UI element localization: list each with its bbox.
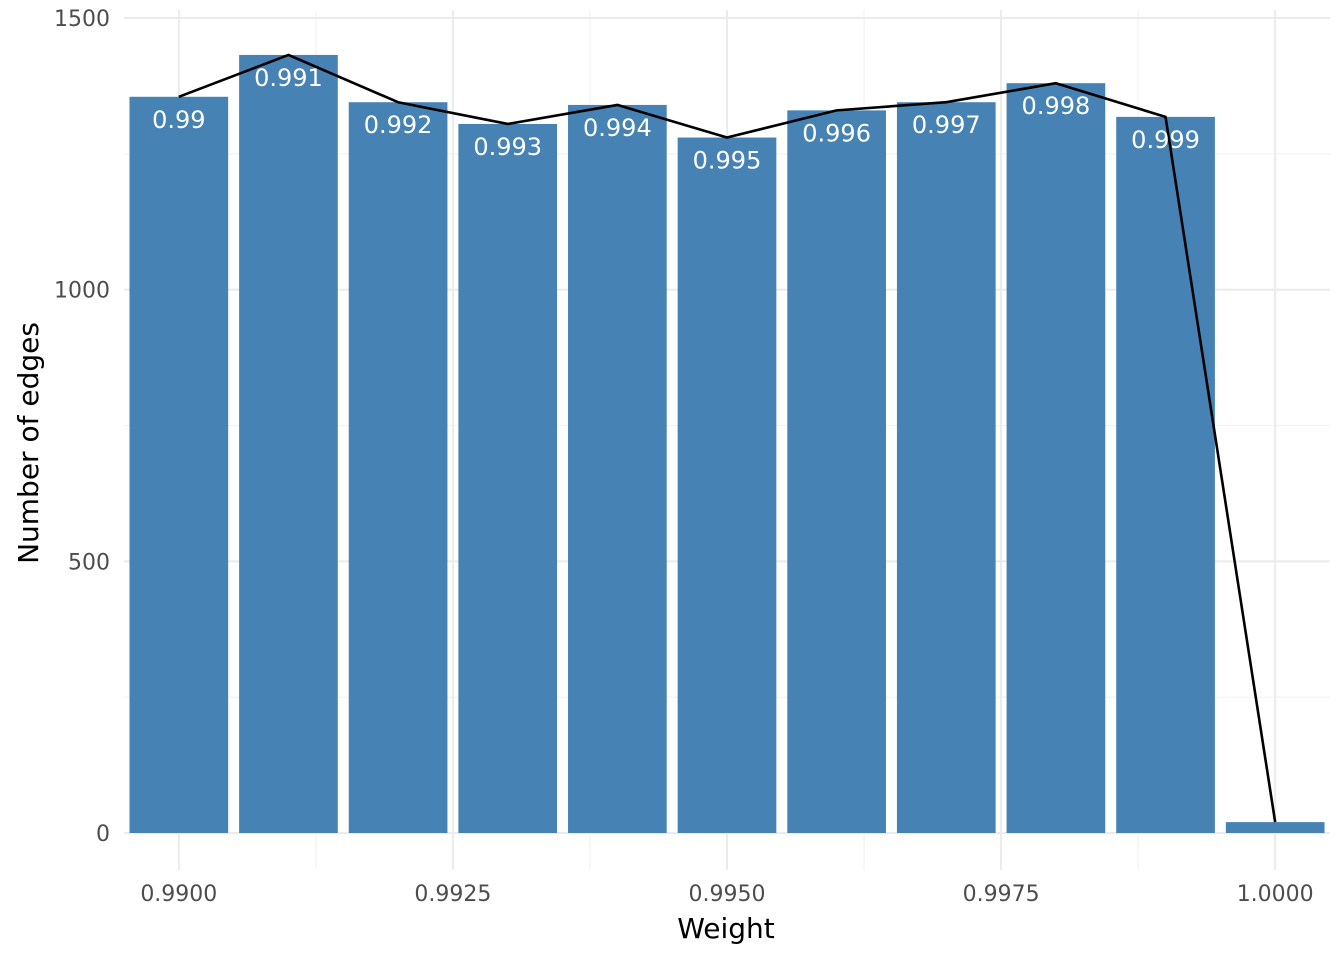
y-tick-label: 1500 <box>54 7 110 32</box>
x-axis-ticks: 0.9900 0.9925 0.9950 0.9975 1.0000 <box>140 882 1313 907</box>
bar-labels: 0.99 0.991 0.992 0.993 0.994 0.995 0.996 0.997 0… <box>152 64 1200 175</box>
bar <box>239 54 338 834</box>
bar <box>1006 83 1106 833</box>
bar-label: 0.998 <box>1022 92 1091 120</box>
x-tick-label: 0.9950 <box>689 882 766 907</box>
bar <box>568 104 667 833</box>
bar <box>896 102 996 833</box>
x-tick-label: 0.9925 <box>414 882 491 907</box>
bar-label: 0.997 <box>912 111 981 139</box>
bar-label: 0.992 <box>364 111 433 139</box>
trend-line-group <box>178 53 1277 823</box>
y-axis-title: Number of edges <box>12 322 45 564</box>
x-tick-label: 1.0000 <box>1237 882 1314 907</box>
bar <box>1225 822 1325 833</box>
bar-label: 0.999 <box>1131 126 1200 154</box>
bar <box>677 137 777 834</box>
y-tick-label: 1000 <box>54 279 110 304</box>
bar-label: 0.993 <box>473 133 542 161</box>
trend-line <box>178 53 1277 823</box>
bar-label: 0.994 <box>583 114 652 142</box>
bars <box>129 54 1325 834</box>
bar <box>1116 116 1215 834</box>
x-axis-title: Weight <box>677 912 775 945</box>
bar <box>129 96 229 834</box>
x-tick-label: 0.9975 <box>963 882 1040 907</box>
bar-label: 0.991 <box>254 64 323 92</box>
bar-label: 0.996 <box>802 119 871 147</box>
bar-label: 0.99 <box>152 106 205 134</box>
x-tick-label: 0.9900 <box>140 882 217 907</box>
bar <box>458 123 558 833</box>
bar <box>348 102 448 833</box>
y-axis-ticks: 0 500 1000 1500 <box>54 7 110 847</box>
y-tick-label: 0 <box>96 822 110 847</box>
bar-label: 0.995 <box>693 147 762 175</box>
y-tick-label: 500 <box>68 550 110 575</box>
bar <box>787 110 886 833</box>
